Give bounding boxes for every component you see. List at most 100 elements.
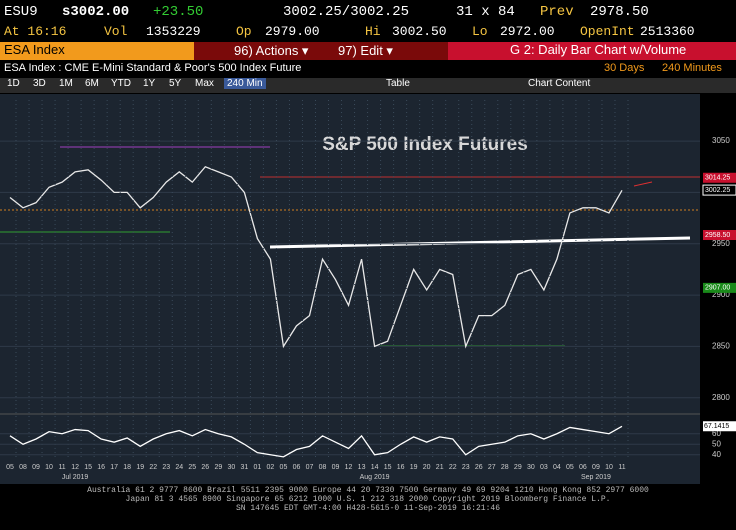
x-tick-label: 31	[240, 464, 248, 471]
period-button[interactable]: YTD	[111, 78, 131, 89]
chart-content-button[interactable]: Chart Content	[528, 78, 591, 89]
lo: 2972.00	[500, 24, 555, 39]
x-tick-label: 19	[410, 464, 418, 471]
vol-label: Vol	[104, 24, 128, 39]
x-tick-label: 30	[227, 464, 235, 471]
period-button[interactable]: 5Y	[169, 78, 182, 89]
y-tick-label: 2950	[712, 239, 730, 248]
op: 2979.00	[265, 24, 320, 39]
prev: 2978.50	[590, 4, 649, 20]
price-line	[9, 165, 623, 349]
x-tick-label: 26	[201, 464, 209, 471]
x-tick-label: 28	[501, 464, 509, 471]
security-name: ESA Index : CME E-Mini Standard & Poor's…	[4, 62, 302, 74]
price-line	[9, 425, 623, 458]
x-tick-label: 29	[514, 464, 522, 471]
ticker: ESU9	[4, 4, 38, 20]
indicator-tag-label: 67.1415	[704, 423, 729, 430]
hi-label: Hi	[365, 24, 381, 39]
prev-label: Prev	[540, 4, 574, 20]
x-tick-label: 11	[618, 464, 625, 471]
period-button[interactable]: 240 Min	[224, 78, 266, 89]
x-tick-label: 10	[605, 464, 613, 471]
actions[interactable]: 96) Actions ▾	[234, 43, 309, 58]
x-tick-label: 11	[58, 464, 65, 471]
x-tick-label: 02	[267, 464, 275, 471]
y-tick-label: 3050	[712, 136, 730, 145]
table-button[interactable]: Table	[386, 78, 410, 89]
edit[interactable]: 97) Edit ▾	[338, 43, 393, 58]
footer: Australia 61 2 9777 8600 Brazil 5511 239…	[0, 486, 736, 513]
x-tick-label: 20	[423, 464, 431, 471]
period-button[interactable]: 1Y	[143, 78, 156, 89]
x-tick-label: 12	[71, 464, 79, 471]
y-tick-label: 2800	[712, 393, 730, 402]
vol: 1353229	[146, 24, 201, 39]
footer-line: Japan 81 3 4565 8900 Singapore 65 6212 1…	[125, 495, 611, 504]
x-tick-label: 24	[175, 464, 183, 471]
x-tick-label: 14	[371, 464, 379, 471]
x-tick-label: 04	[553, 464, 561, 471]
x-tick-label: 15	[384, 464, 392, 471]
x-tick-label: 19	[136, 464, 144, 471]
x-tick-label: 07	[306, 464, 314, 471]
trendline	[269, 236, 691, 249]
period-button[interactable]: 1M	[59, 78, 73, 89]
y-tick-label: 40	[712, 450, 721, 459]
toolbar: Table Chart Content 1D 3D 1M 6M YTD 1Y 5Y Max 24…	[0, 78, 736, 93]
time: At 16:16	[4, 24, 67, 39]
last: s3002.00	[62, 4, 130, 20]
y-tick-label: 2850	[712, 342, 730, 351]
bid-ask: 3002.25/3002.25	[283, 4, 410, 20]
change: +23.50	[153, 4, 204, 20]
price-tag	[703, 172, 736, 183]
x-tick-label: 03	[540, 464, 548, 471]
x-tick-label: 05	[6, 464, 14, 471]
price-tag-label: 3014.25	[705, 175, 730, 182]
price-tag	[703, 282, 736, 293]
x-tick-label: 18	[123, 464, 131, 471]
oi-label: OpenInt	[580, 24, 635, 39]
x-tick-label: 06	[293, 464, 301, 471]
hi: 3002.50	[392, 24, 447, 39]
menu-bar: ESA Index 96) Actions ▾ 97) Edit ▾ G 2: …	[0, 42, 736, 60]
price-tag	[702, 184, 736, 196]
x-tick-label: 13	[358, 464, 366, 471]
range: 30 Days	[604, 62, 645, 74]
period-button[interactable]: Max	[195, 78, 214, 89]
price-tag	[703, 230, 736, 241]
period-button[interactable]: 6M	[85, 78, 99, 89]
period-button[interactable]: 3D	[33, 78, 46, 89]
stats-line: At 16:16 Vol 1353229 Op 2979.00 Hi 3002.…	[0, 24, 736, 42]
x-tick-label: 27	[488, 464, 496, 471]
x-tick-label: 22	[149, 464, 157, 471]
security[interactable]: ESA Index	[0, 42, 194, 60]
op-label: Op	[236, 24, 252, 39]
x-tick-label: 10	[45, 464, 53, 471]
chart: S&P 500 Index Futures 280028502900295030…	[0, 94, 736, 484]
x-tick-label: 09	[332, 464, 340, 471]
x-tick-label: 06	[579, 464, 587, 471]
price-tag-label: 2907.00	[705, 285, 730, 292]
footer-line: Australia 61 2 9777 8600 Brazil 5511 239…	[87, 486, 649, 495]
period-button[interactable]: 1D	[7, 78, 20, 89]
x-tick-label: 17	[110, 464, 118, 471]
size: 31 x 84	[456, 4, 515, 20]
subtitle: ESA Index : CME E-Mini Standard & Poor's…	[0, 62, 736, 76]
period: 240 Minutes	[662, 62, 722, 74]
footer-line: SN 147645 EDT GMT-4:00 H428-5615-0 11-Se…	[235, 504, 501, 513]
month-label: Sep 2019	[581, 474, 611, 481]
x-tick-label: 22	[449, 464, 457, 471]
month-label: Aug 2019	[360, 474, 390, 481]
x-tick-label: 09	[592, 464, 600, 471]
price-tag-label: 2958.50	[705, 232, 730, 239]
x-tick-label: 08	[19, 464, 27, 471]
oi: 2513360	[640, 24, 695, 39]
x-tick-label: 12	[345, 464, 353, 471]
x-tick-label: 30	[527, 464, 535, 471]
lo-label: Lo	[472, 24, 488, 39]
chart-title: S&P 500 Index Futures	[322, 134, 528, 155]
x-tick-label: 23	[462, 464, 470, 471]
y-tick-label: 60	[712, 429, 721, 438]
